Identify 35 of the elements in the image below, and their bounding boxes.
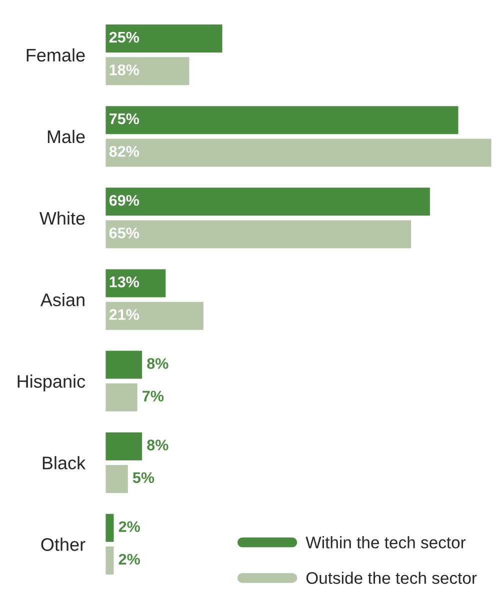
bar bbox=[105, 268, 168, 299]
bar bbox=[105, 137, 492, 168]
bar bbox=[105, 349, 144, 380]
data-label: 25% bbox=[109, 32, 140, 43]
y-tick-label: Male bbox=[48, 130, 85, 144]
data-label: 7% bbox=[142, 390, 164, 402]
data-label: 13% bbox=[110, 276, 140, 288]
bar bbox=[105, 464, 130, 494]
legend-label: Within the tech sector bbox=[306, 536, 466, 548]
data-label: 69% bbox=[109, 194, 140, 206]
y-tick-label: Other bbox=[41, 538, 86, 551]
bar bbox=[105, 186, 432, 218]
bar bbox=[105, 23, 224, 54]
data-label: 75% bbox=[110, 113, 140, 124]
data-label: 82% bbox=[109, 146, 140, 157]
bar bbox=[105, 430, 144, 462]
data-label: 65% bbox=[109, 228, 140, 238]
data-label: 2% bbox=[118, 554, 140, 565]
data-label: 21% bbox=[109, 309, 140, 320]
data-label: 2% bbox=[118, 521, 140, 532]
legend-label: Outside the tech sector bbox=[306, 572, 477, 584]
bar bbox=[105, 104, 460, 136]
y-tick-label: Black bbox=[42, 456, 86, 470]
bar bbox=[105, 382, 139, 413]
bar bbox=[105, 56, 191, 87]
y-tick-label: White bbox=[39, 211, 85, 225]
y-tick-label: Female bbox=[26, 48, 85, 62]
bar bbox=[105, 300, 205, 332]
y-tick-label: Asian bbox=[40, 292, 84, 306]
data-label: 8% bbox=[147, 358, 168, 369]
y-tick-label: Hispanic bbox=[18, 374, 86, 392]
bar bbox=[105, 218, 412, 250]
data-label: 8% bbox=[147, 440, 168, 450]
data-label: 5% bbox=[132, 472, 154, 484]
data-label: 18% bbox=[110, 64, 140, 76]
